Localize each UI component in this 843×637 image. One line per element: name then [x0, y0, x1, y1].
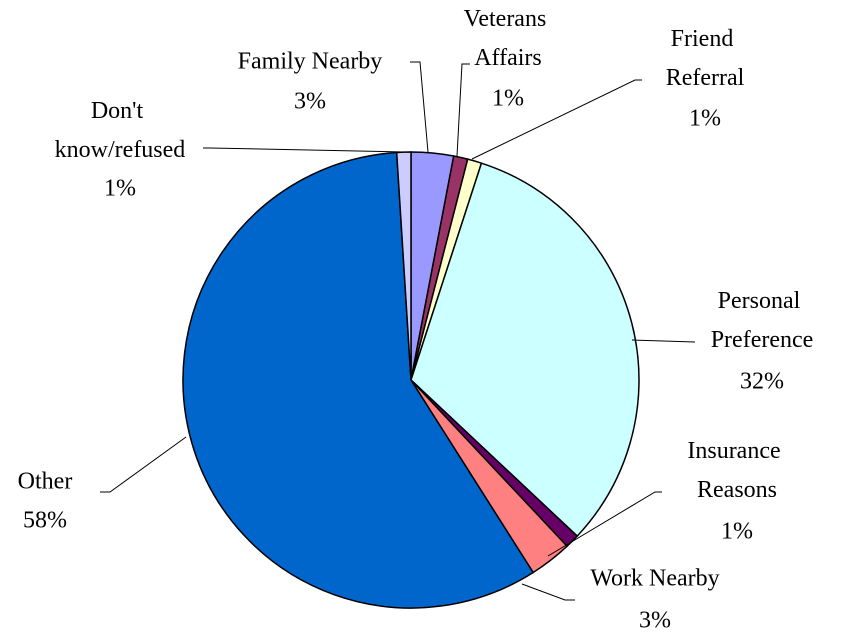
label-line: Affairs	[474, 45, 542, 71]
value-label: 1%	[721, 519, 753, 545]
label-line: Personal	[718, 288, 807, 314]
slice-label: Don't know/refused	[55, 98, 186, 163]
slice-label: Veterans Affairs	[464, 6, 553, 71]
leader-line	[100, 436, 187, 493]
slice-label: Insurance Reasons	[687, 438, 786, 503]
leader-line	[456, 63, 470, 157]
slice-label: Friend Referral	[666, 26, 745, 91]
value-label: 32%	[740, 369, 784, 395]
value-label: 3%	[294, 89, 326, 115]
leader-line	[547, 491, 662, 557]
slice-label: Personal Preference	[711, 288, 814, 353]
value-label: 3%	[639, 608, 671, 634]
leader-line	[203, 147, 406, 153]
label-line: Referral	[666, 65, 745, 91]
pie-slice	[410, 162, 640, 538]
label-line: know/refused	[55, 137, 186, 163]
leader-line	[410, 61, 429, 153]
value-label: 1%	[492, 86, 524, 112]
slice-label: Other	[18, 469, 73, 495]
value-label: 58%	[23, 508, 67, 534]
label-line: Reasons	[697, 477, 777, 503]
slice-label: Family Nearby	[238, 49, 383, 75]
pie-slice	[182, 151, 535, 609]
slice-label: Work Nearby	[590, 566, 719, 592]
value-label: 1%	[104, 176, 136, 202]
leader-line	[471, 79, 642, 160]
label-line: Don't	[91, 98, 149, 124]
leader-line	[521, 583, 575, 601]
leader-line	[631, 339, 696, 343]
label-line: Preference	[711, 327, 814, 353]
label-line: Veterans	[464, 6, 553, 32]
label-line: Insurance	[687, 438, 786, 464]
value-label: 1%	[689, 106, 721, 132]
label-line: Friend	[671, 26, 740, 52]
